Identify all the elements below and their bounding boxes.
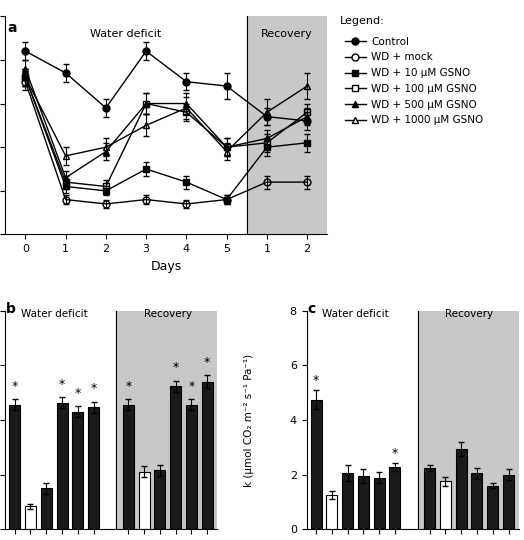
Text: Recovery: Recovery (144, 309, 192, 319)
Bar (88, 408, 99, 529)
Bar (123, 405, 134, 529)
Text: c: c (308, 302, 315, 316)
Bar (389, 467, 400, 529)
Text: *: * (172, 361, 179, 374)
Bar (374, 478, 385, 529)
Bar (503, 475, 514, 529)
Text: Legend:: Legend: (340, 16, 385, 26)
Bar (155, 470, 166, 529)
Bar (472, 473, 483, 529)
Bar (456, 449, 467, 529)
Text: *: * (204, 356, 210, 369)
Text: Recovery: Recovery (261, 29, 313, 39)
X-axis label: Days: Days (150, 260, 182, 273)
Bar (358, 476, 369, 529)
Bar (326, 495, 337, 529)
Text: Water deficit: Water deficit (91, 29, 161, 39)
Text: a: a (7, 21, 17, 35)
Bar (41, 488, 52, 529)
Bar (247, 16, 328, 234)
Text: *: * (59, 377, 65, 390)
Text: Water deficit: Water deficit (21, 309, 88, 319)
Bar (202, 382, 213, 529)
Bar (57, 403, 68, 529)
Text: Recovery: Recovery (445, 309, 493, 319)
Text: *: * (313, 374, 319, 387)
Text: Water deficit: Water deficit (322, 309, 389, 319)
Bar (170, 386, 181, 529)
Bar (72, 412, 83, 529)
Text: *: * (91, 382, 97, 395)
Bar (186, 405, 197, 529)
Bar (418, 311, 518, 529)
Bar (424, 468, 435, 529)
Y-axis label: k (μmol CO₂ m⁻² s⁻¹ Pa⁻¹): k (μmol CO₂ m⁻² s⁻¹ Pa⁻¹) (244, 354, 254, 487)
Legend: Control, WD + mock, WD + 10 μM GSNO, WD + 100 μM GSNO, WD + 500 μM GSNO, WD + 10: Control, WD + mock, WD + 10 μM GSNO, WD … (345, 37, 483, 125)
Bar (25, 507, 36, 529)
Bar (311, 400, 322, 529)
Text: *: * (75, 387, 81, 400)
Bar (116, 311, 216, 529)
Bar (487, 485, 498, 529)
Text: *: * (125, 380, 132, 393)
Text: *: * (188, 380, 194, 393)
Bar (342, 473, 353, 529)
Text: *: * (392, 447, 398, 460)
Text: b: b (6, 302, 16, 316)
Bar (440, 482, 451, 529)
Bar (138, 472, 149, 529)
Bar (9, 405, 20, 529)
Text: *: * (12, 380, 18, 393)
